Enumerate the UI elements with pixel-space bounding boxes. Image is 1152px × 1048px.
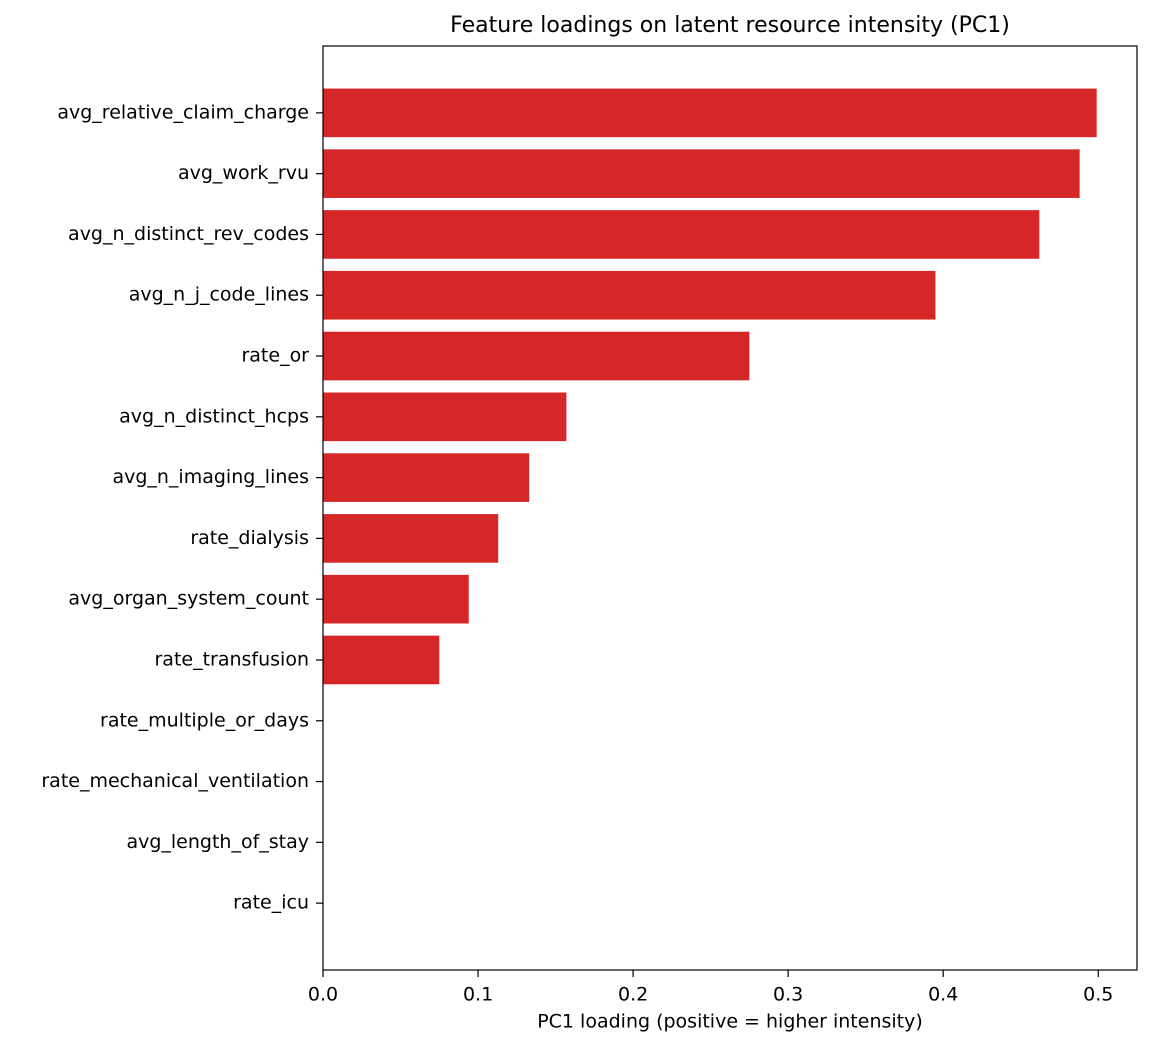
y-tick-label: avg_n_distinct_hcps — [119, 405, 309, 427]
y-tick-label: avg_relative_claim_charge — [57, 101, 309, 123]
y-tick-label: rate_dialysis — [190, 527, 309, 549]
x-tick-label: 0.5 — [1083, 984, 1113, 1006]
x-axis-label: PC1 loading (positive = higher intensity… — [537, 1011, 923, 1033]
x-tick-label: 0.4 — [928, 984, 958, 1006]
y-tick-label: avg_work_rvu — [178, 162, 309, 184]
y-tick-label: rate_icu — [233, 892, 309, 914]
bar — [323, 635, 440, 685]
y-tick-label: rate_mechanical_ventilation — [41, 770, 309, 792]
bar — [323, 88, 1097, 138]
x-tick-label: 0.0 — [308, 984, 338, 1006]
x-tick-label: 0.2 — [618, 984, 648, 1006]
y-tick-label: rate_transfusion — [154, 648, 309, 670]
x-tick-label: 0.3 — [773, 984, 803, 1006]
bar — [323, 331, 750, 381]
x-tick-label: 0.1 — [463, 984, 493, 1006]
bar — [323, 392, 567, 442]
bar — [323, 210, 1040, 259]
y-tick-label: rate_or — [241, 345, 309, 367]
y-tick-label: avg_n_j_code_lines — [129, 284, 309, 306]
chart-title: Feature loadings on latent resource inte… — [450, 13, 1010, 38]
y-tick-label: avg_organ_system_count — [68, 588, 309, 610]
y-tick-label: rate_multiple_or_days — [100, 709, 309, 731]
bar — [323, 149, 1080, 198]
bar — [323, 574, 469, 624]
y-tick-label: avg_n_imaging_lines — [112, 466, 309, 488]
plot-frame — [322, 45, 1138, 971]
bar — [323, 270, 936, 320]
y-tick-label: avg_length_of_stay — [126, 831, 309, 853]
bar — [323, 514, 499, 563]
y-tick-label: avg_n_distinct_rev_codes — [68, 223, 309, 245]
bar — [323, 453, 530, 502]
